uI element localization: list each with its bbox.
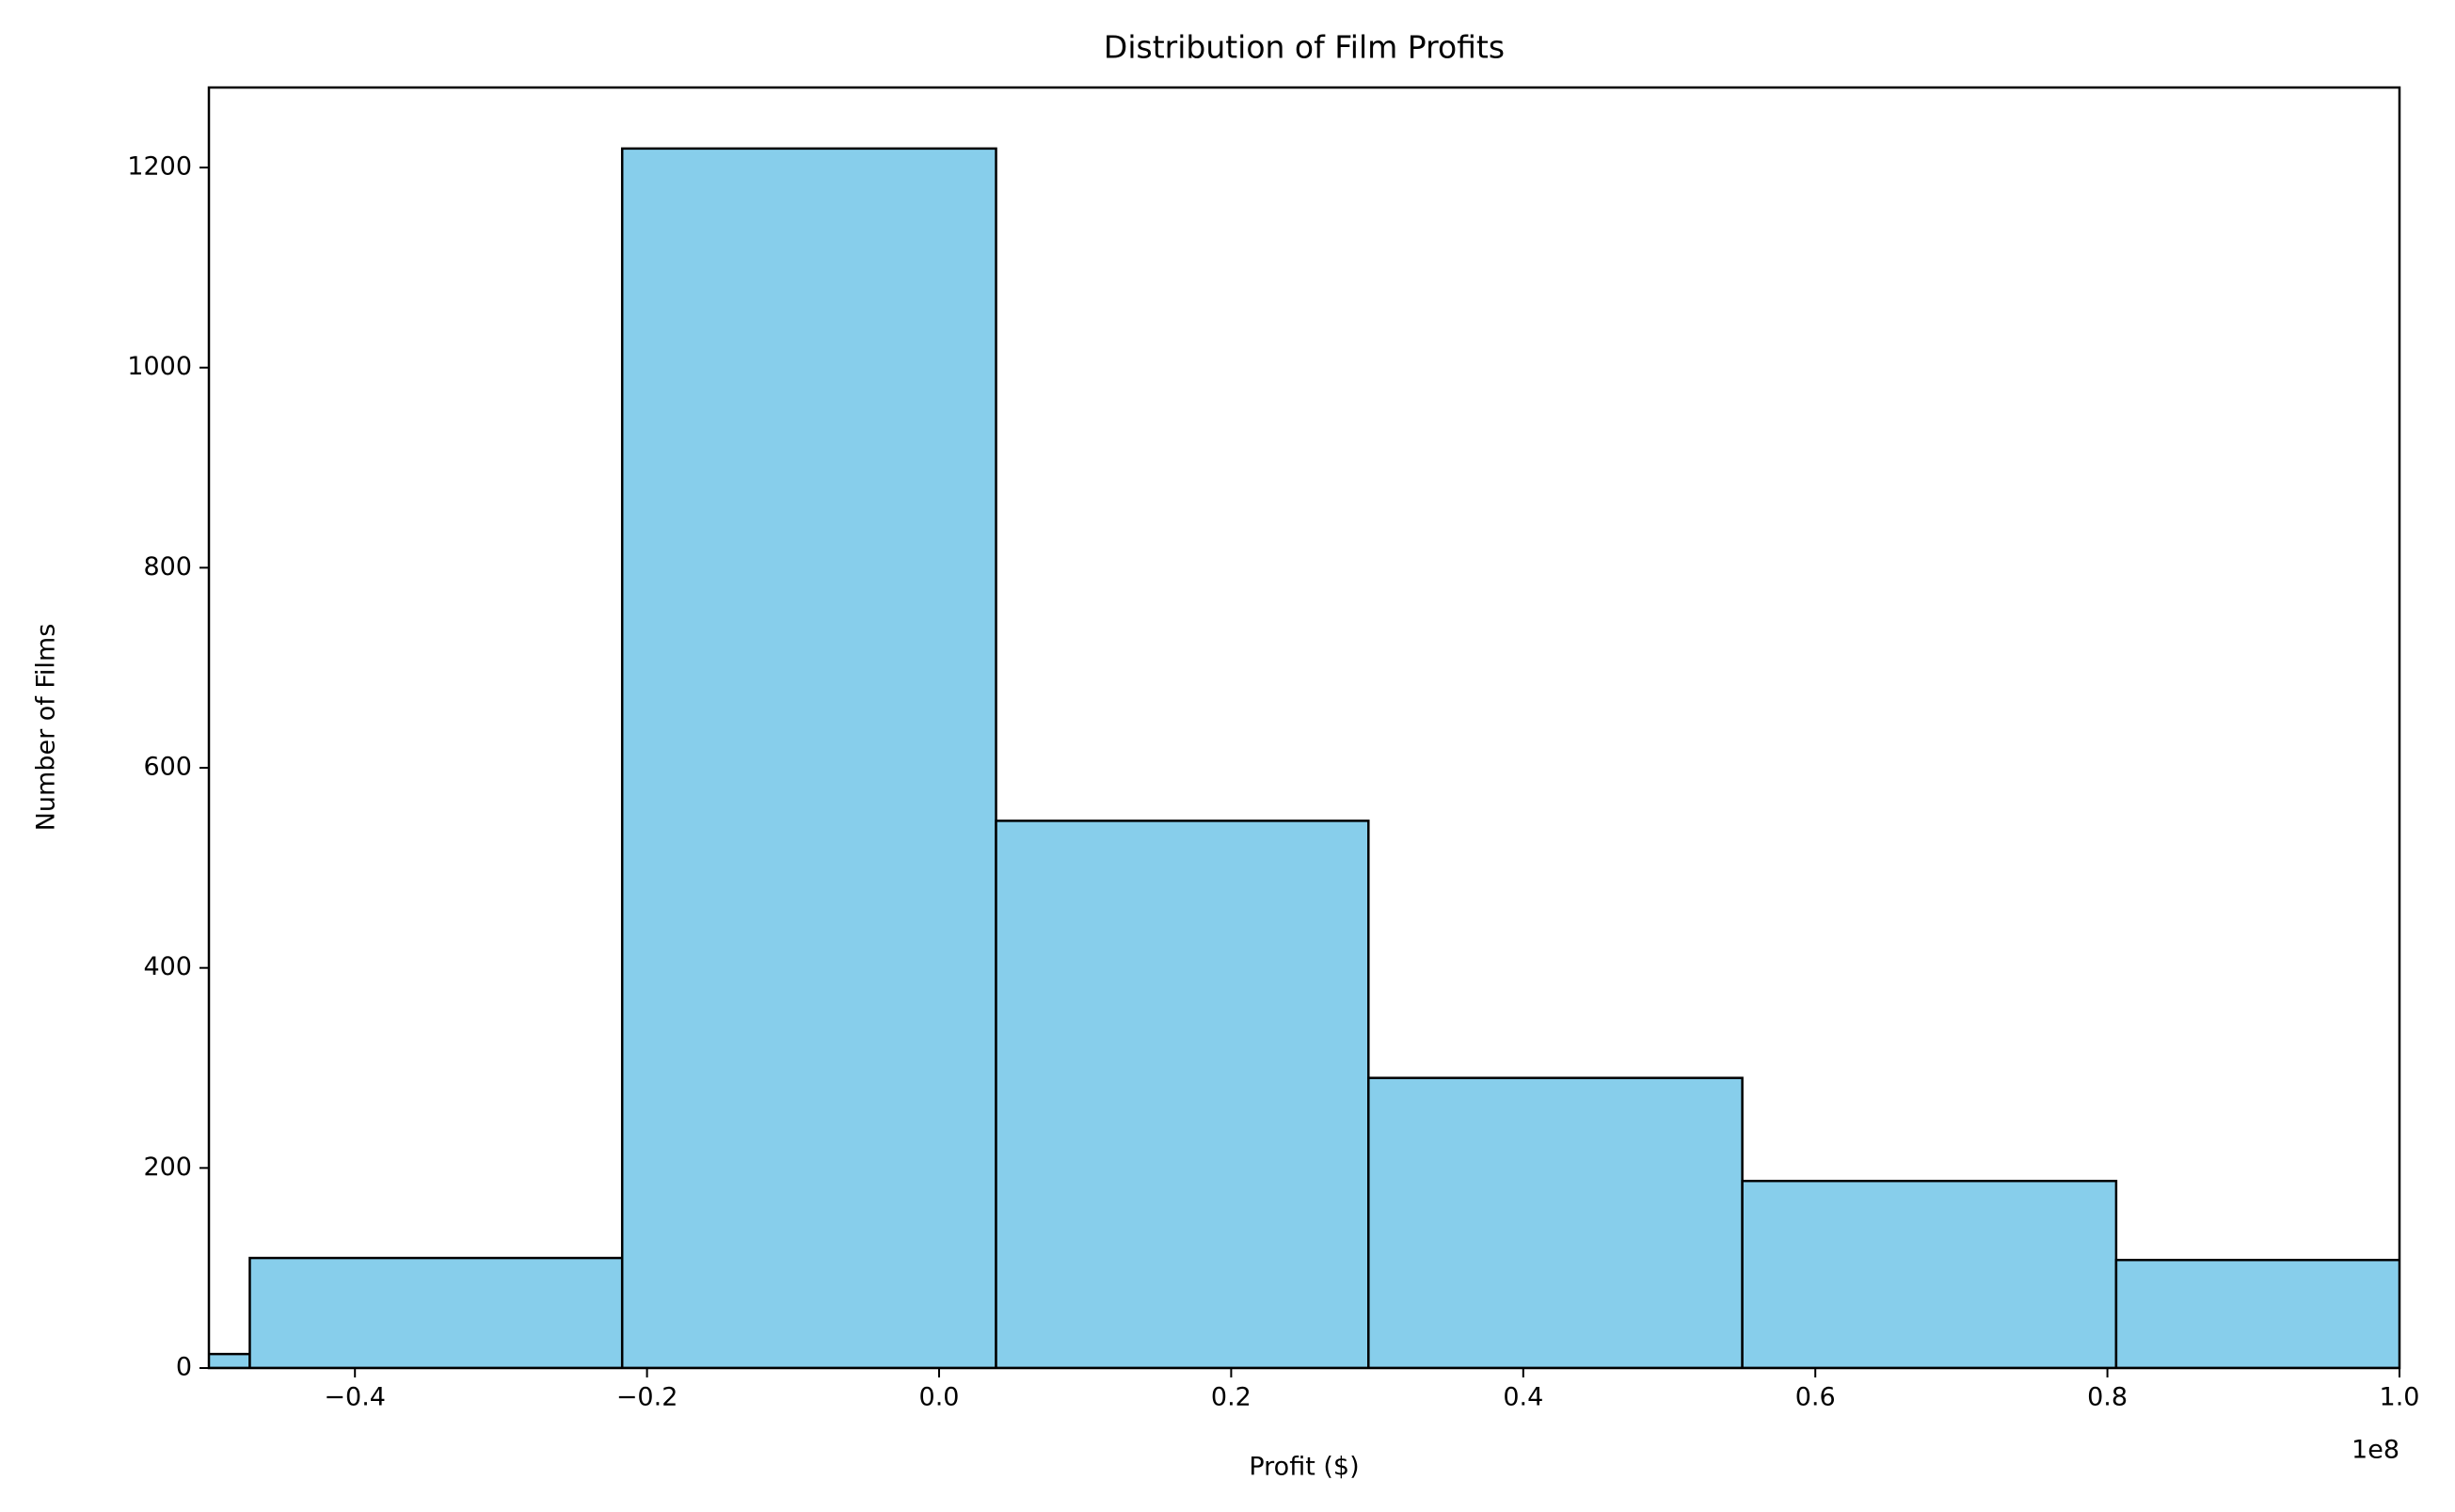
plot-frame — [207, 86, 2401, 1370]
chart-title: Distribution of Film Profits — [1104, 29, 1505, 66]
y-tick-label: 200 — [143, 1153, 192, 1182]
y-axis-label: Number of Films — [32, 624, 61, 832]
x-axis-label: Profit ($) — [1249, 1453, 1359, 1482]
x-offset-label: 1e8 — [2351, 1436, 2399, 1465]
x-tick-label: 0.4 — [1503, 1383, 1543, 1412]
bar — [620, 147, 997, 1368]
bar — [209, 1352, 251, 1368]
y-tick-label: 600 — [143, 753, 192, 782]
plot-area — [209, 147, 2399, 1368]
y-tick-label: 0 — [176, 1353, 192, 1382]
bar — [995, 820, 1370, 1368]
x-tick-label: 0.2 — [1211, 1383, 1251, 1412]
y-tick-label: 400 — [143, 952, 192, 981]
y-tick-label: 1000 — [127, 352, 192, 381]
x-tick-label: −0.2 — [616, 1383, 678, 1412]
bar — [2114, 1258, 2399, 1368]
bar — [248, 1256, 624, 1368]
x-tick-label: 0.6 — [1795, 1383, 1836, 1412]
y-tick-label: 800 — [143, 552, 192, 581]
x-tick-label: 0.8 — [2087, 1383, 2128, 1412]
y-tick-label: 1200 — [127, 152, 192, 182]
x-tick-label: 0.0 — [919, 1383, 960, 1412]
x-tick-label: −0.4 — [324, 1383, 386, 1412]
bar — [1367, 1076, 1744, 1368]
x-tick-label: 1.0 — [2380, 1383, 2420, 1412]
bar — [1741, 1179, 2118, 1368]
